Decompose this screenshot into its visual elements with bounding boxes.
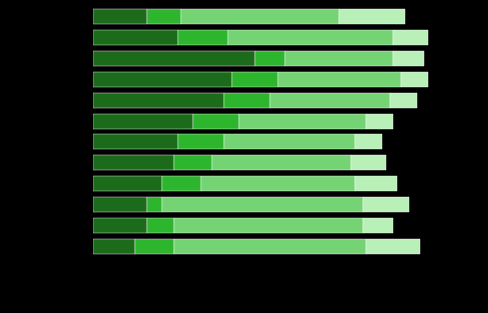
Bar [285, 51, 393, 66]
Bar [93, 9, 147, 24]
Bar [147, 9, 182, 24]
Bar [93, 176, 162, 191]
Bar [174, 155, 212, 170]
Bar [363, 197, 409, 212]
Bar [366, 239, 421, 254]
Bar [174, 218, 363, 233]
Bar [393, 51, 424, 66]
Bar [93, 51, 255, 66]
Bar [174, 239, 366, 254]
Bar [231, 72, 278, 87]
Bar [224, 134, 355, 149]
Bar [255, 51, 285, 66]
Bar [93, 155, 174, 170]
Bar [93, 72, 231, 87]
Bar [93, 134, 178, 149]
Bar [147, 197, 162, 212]
Bar [389, 93, 417, 108]
Bar [193, 114, 239, 129]
Bar [93, 114, 193, 129]
Bar [162, 176, 201, 191]
Bar [340, 9, 405, 24]
Bar [224, 93, 270, 108]
Bar [182, 9, 340, 24]
Bar [201, 176, 355, 191]
Bar [278, 72, 401, 87]
Bar [147, 218, 174, 233]
Bar [178, 134, 224, 149]
Bar [135, 239, 174, 254]
Bar [363, 218, 393, 233]
Bar [93, 30, 178, 45]
Bar [93, 93, 224, 108]
Bar [355, 176, 397, 191]
Bar [351, 155, 386, 170]
Bar [366, 114, 393, 129]
Bar [227, 30, 393, 45]
Bar [178, 30, 227, 45]
Bar [162, 197, 363, 212]
Bar [212, 155, 351, 170]
Bar [239, 114, 366, 129]
Bar [270, 93, 389, 108]
Bar [401, 72, 428, 87]
Bar [355, 134, 382, 149]
Bar [93, 197, 147, 212]
Bar [93, 239, 135, 254]
Bar [393, 30, 428, 45]
Bar [93, 218, 147, 233]
